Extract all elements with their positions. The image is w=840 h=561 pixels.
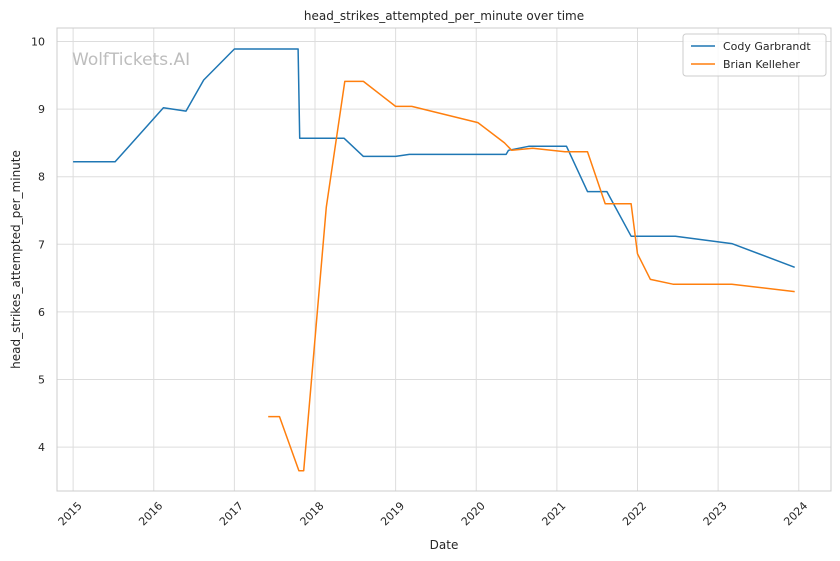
grid [57,28,831,491]
x-tick-label: 2023 [701,499,730,528]
legend-box [682,33,827,77]
y-tick-label: 9 [38,103,45,116]
legend-label: Cody Garbrandt [723,40,811,53]
x-tick-label: 2020 [459,499,488,528]
watermark-text: WolfTickets.AI [72,50,190,70]
legend: Cody Garbrandt Brian Kelleher [682,33,827,77]
x-tick-label: 2016 [136,499,165,528]
y-axis-ticks: 4 5 6 7 8 9 10 [31,36,45,455]
x-axis-ticks: 2015 2016 2017 2018 2019 2020 2021 2022 2023 2024 [56,499,811,528]
x-tick-label: 2024 [781,499,810,528]
x-tick-label: 2018 [298,499,327,528]
x-tick-label: 2017 [217,499,246,528]
y-tick-label: 10 [31,36,45,49]
x-tick-label: 2021 [539,499,568,528]
y-axis-label: head_strikes_attempted_per_minute [9,150,23,369]
chart-title: head_strikes_attempted_per_minute over t… [304,9,584,23]
x-tick-label: 2022 [620,499,649,528]
legend-label: Brian Kelleher [723,58,800,71]
plot-area [56,27,832,492]
series-line-cody-garbrandt [73,48,795,269]
y-tick-label: 5 [38,373,45,386]
series-line-brian-kelleher [268,80,795,472]
y-tick-label: 4 [38,441,45,454]
y-tick-label: 7 [38,238,45,251]
x-tick-label: 2019 [378,499,407,528]
x-tick-label: 2015 [56,499,85,528]
y-tick-label: 6 [38,306,45,319]
series-lines [73,48,795,472]
x-axis-label: Date [430,538,459,552]
y-tick-label: 8 [38,171,45,184]
